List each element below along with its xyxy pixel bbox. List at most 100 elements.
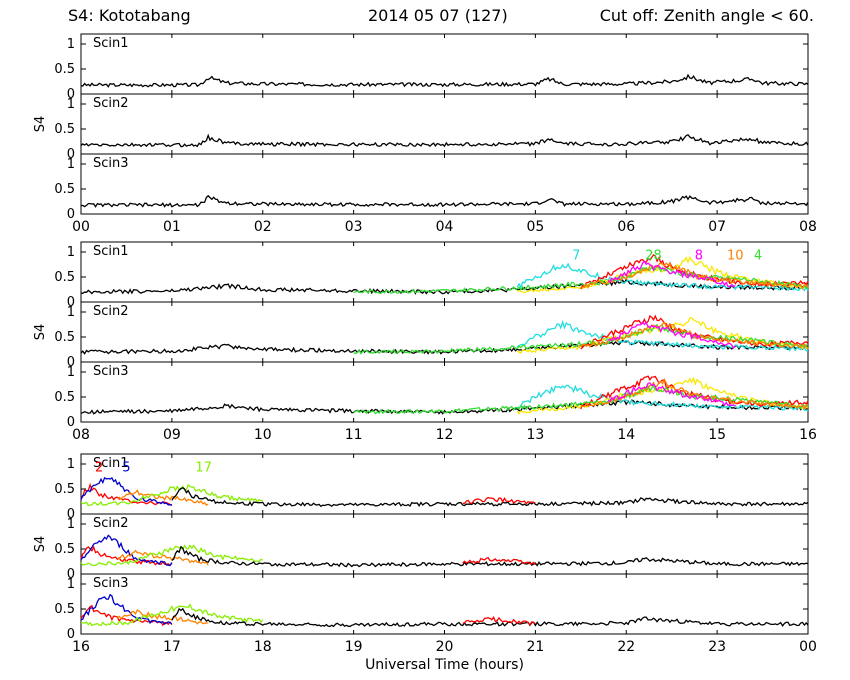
y-tick-label: 0 — [67, 355, 75, 370]
x-tick-label: 14 — [617, 427, 635, 443]
series-line-orange — [116, 489, 209, 506]
prn-label: 17 — [195, 461, 212, 476]
y-tick-label: 1 — [67, 457, 75, 472]
y-tick-label: 0.5 — [54, 270, 75, 285]
y-axis-label: S4 — [33, 536, 48, 553]
prn-label: 10 — [727, 249, 744, 264]
series-line-red — [462, 556, 536, 566]
y-axis-label: S4 — [33, 324, 48, 341]
panel-label: Scin3 — [93, 576, 129, 591]
y-tick-label: 1 — [67, 577, 75, 592]
y-tick-label: 0.5 — [54, 542, 75, 557]
x-tick-label: 12 — [436, 427, 454, 443]
x-tick-label: 03 — [345, 219, 363, 235]
panel-label: Scin2 — [93, 516, 129, 531]
y-tick-label: 1 — [67, 97, 75, 112]
panel-label: Scin2 — [93, 96, 129, 111]
series-line-black — [80, 194, 809, 208]
series-line-green — [353, 323, 809, 355]
panel-frame — [80, 301, 809, 363]
y-tick-label: 0.5 — [54, 330, 75, 345]
series-line-blue — [80, 593, 173, 625]
x-tick-label: 21 — [526, 639, 544, 655]
series-line-black — [171, 487, 809, 508]
x-tick-label: 13 — [526, 427, 544, 443]
x-tick-label: 00 — [799, 639, 817, 655]
series-line-magenta — [607, 382, 736, 407]
series-line-green — [353, 264, 809, 295]
series-line-black — [80, 73, 809, 88]
y-tick-label: 0 — [67, 627, 75, 642]
x-tick-label: 20 — [436, 639, 454, 655]
y-tick-label: 0 — [67, 295, 75, 310]
station-title: S4: Kototabang — [68, 6, 191, 25]
x-tick-label: 09 — [163, 427, 181, 443]
y-tick-label: 0.5 — [54, 390, 75, 405]
panel-label: Scin1 — [93, 36, 129, 51]
prn-label: 5 — [122, 461, 130, 476]
panel-frame — [80, 453, 809, 515]
y-tick-label: 1 — [67, 245, 75, 260]
y-tick-label: 1 — [67, 157, 75, 172]
x-tick-label: 05 — [526, 219, 544, 235]
x-tick-label: 10 — [254, 427, 272, 443]
x-axis-label: Universal Time (hours) — [365, 657, 524, 673]
y-axis-label: S4 — [33, 116, 48, 133]
x-tick-label: 07 — [708, 219, 726, 235]
x-tick-label: 06 — [617, 219, 635, 235]
panel-label: Scin2 — [93, 304, 129, 319]
cutoff-title: Cut off: Zenith angle < 60. — [599, 6, 814, 25]
series-line-lime — [80, 603, 264, 627]
y-tick-label: 0.5 — [54, 482, 75, 497]
series-line-blue — [80, 534, 173, 567]
y-tick-label: 0 — [67, 147, 75, 162]
series-line-magenta — [607, 260, 736, 288]
y-tick-label: 0 — [67, 567, 75, 582]
y-tick-label: 0.5 — [54, 122, 75, 137]
x-tick-label: 18 — [254, 639, 272, 655]
x-tick-label: 02 — [254, 219, 272, 235]
series-line-orange — [580, 377, 809, 411]
series-line-red — [462, 616, 536, 626]
x-tick-label: 23 — [708, 639, 726, 655]
prn-label: 7 — [572, 249, 580, 264]
series-line-magenta — [607, 320, 736, 350]
y-tick-label: 0.5 — [54, 602, 75, 617]
x-tick-label: 22 — [617, 639, 635, 655]
y-tick-label: 0 — [67, 87, 75, 102]
series-line-green — [353, 384, 809, 415]
date-title: 2014 05 07 (127) — [368, 6, 508, 25]
panel-label: Scin3 — [93, 156, 129, 171]
prn-label: 2 — [95, 461, 103, 476]
x-tick-label: 19 — [345, 639, 363, 655]
prn-label: 28 — [645, 249, 662, 264]
y-tick-label: 0 — [67, 207, 75, 222]
y-tick-label: 0 — [67, 415, 75, 430]
y-tick-label: 0 — [67, 507, 75, 522]
series-line-yellow — [517, 255, 809, 294]
series-line-red — [80, 482, 173, 507]
panel-label: Scin1 — [93, 456, 129, 471]
series-line-black — [171, 607, 809, 628]
series-line-lime — [80, 544, 263, 567]
prn-label: 4 — [754, 249, 762, 264]
x-tick-label: 04 — [436, 219, 454, 235]
series-line-yellow — [516, 316, 809, 354]
series-line-black — [80, 399, 809, 415]
series-line-blue — [80, 476, 172, 506]
x-tick-label: 16 — [72, 639, 90, 655]
y-tick-label: 0.5 — [54, 62, 75, 77]
x-tick-label: 00 — [72, 219, 90, 235]
x-tick-label: 08 — [72, 427, 90, 443]
y-tick-label: 1 — [67, 365, 75, 380]
x-tick-label: 08 — [799, 219, 817, 235]
series-line-black — [80, 133, 809, 148]
series-line-cyan — [517, 384, 809, 412]
x-tick-label: 17 — [163, 639, 181, 655]
series-line-orange — [116, 609, 209, 625]
y-tick-label: 0.5 — [54, 182, 75, 197]
series-line-black — [171, 545, 809, 568]
panel-label: Scin1 — [93, 244, 129, 259]
series-line-orange — [117, 549, 209, 566]
